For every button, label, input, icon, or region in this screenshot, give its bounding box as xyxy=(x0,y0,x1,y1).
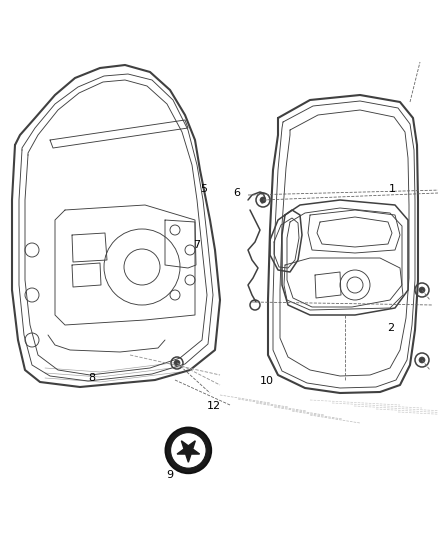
Text: 6: 6 xyxy=(233,188,240,198)
Circle shape xyxy=(174,360,180,366)
Text: 1: 1 xyxy=(389,184,396,194)
Text: 10: 10 xyxy=(260,376,274,386)
Polygon shape xyxy=(177,441,200,462)
Text: 12: 12 xyxy=(207,401,221,411)
Circle shape xyxy=(419,357,425,363)
Circle shape xyxy=(166,427,211,473)
Circle shape xyxy=(419,287,425,293)
Text: 5: 5 xyxy=(200,184,207,194)
Text: 8: 8 xyxy=(88,374,95,383)
Text: 7: 7 xyxy=(194,240,201,250)
Circle shape xyxy=(260,197,266,203)
Circle shape xyxy=(170,433,206,468)
Text: 9: 9 xyxy=(166,471,173,480)
Text: 2: 2 xyxy=(388,323,395,333)
